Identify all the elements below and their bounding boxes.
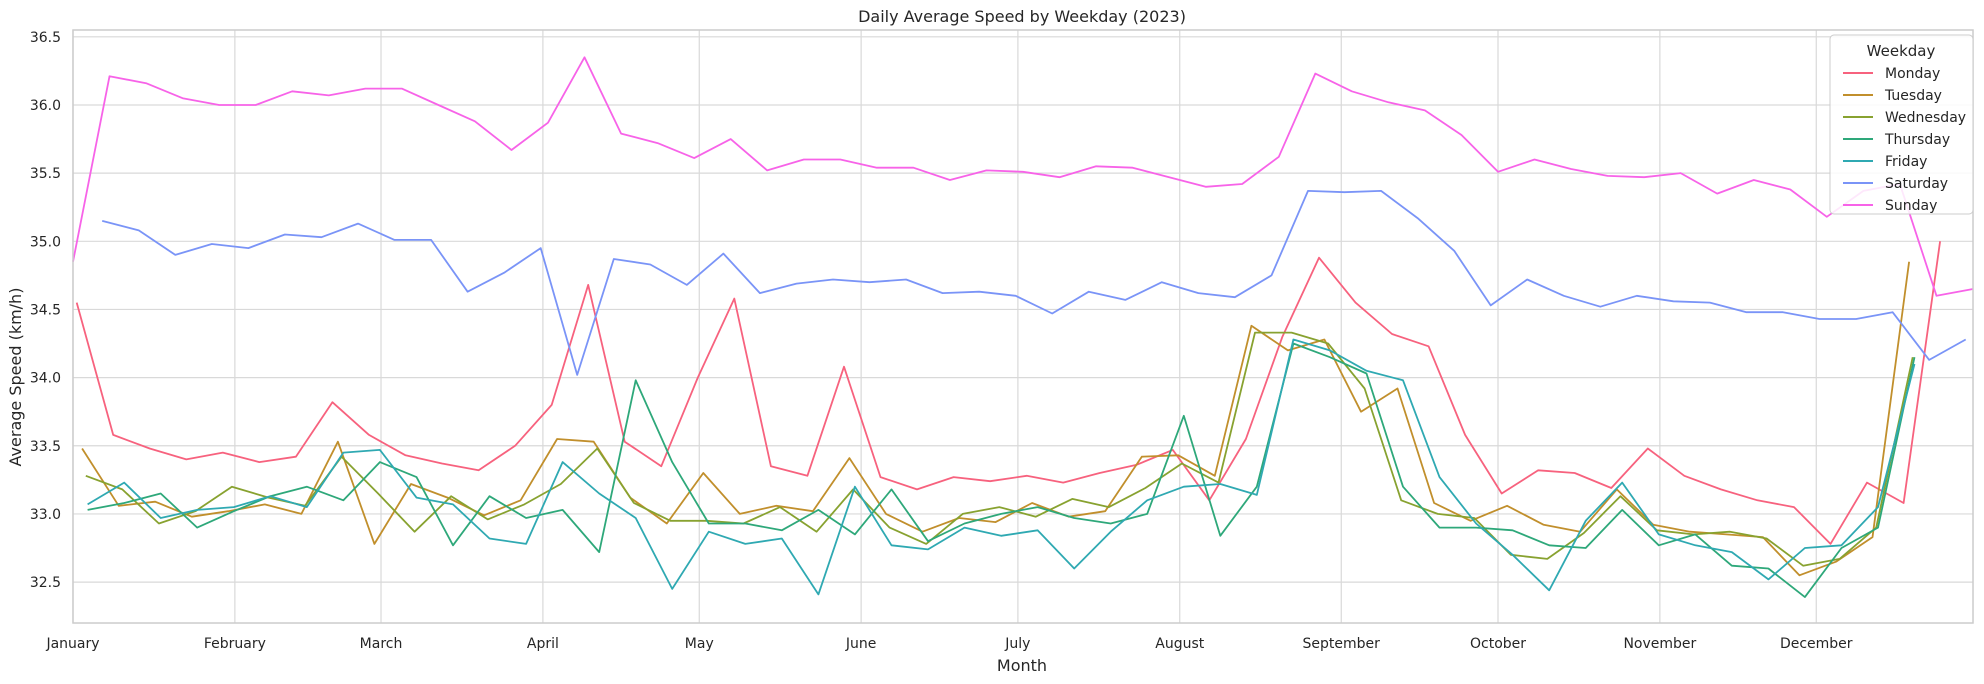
chart-title: Daily Average Speed by Weekday (2023) (858, 7, 1186, 26)
legend-items: Monday Tuesday Wednesday Thursday Friday Satu… (1843, 66, 1966, 214)
series-line-sunday (72, 56, 1974, 297)
x-tick-label: January (45, 636, 99, 652)
legend-label-monday: Monday (1885, 66, 1940, 82)
y-tick-label: 32.5 (30, 575, 61, 591)
x-tick-label: April (527, 636, 559, 652)
x-tick-label: November (1623, 636, 1696, 652)
series-line-thursday (87, 342, 1916, 598)
y-tick-label: 36.5 (30, 30, 61, 46)
plot-frame (72, 29, 1974, 624)
y-tick-label: 34.0 (30, 371, 61, 387)
x-tick-label: December (1780, 636, 1853, 652)
series-line-wednesday (85, 331, 1914, 567)
legend-label-tuesday: Tuesday (1884, 88, 1942, 104)
x-tick-label: August (1155, 636, 1205, 652)
legend-label-sunday: Sunday (1885, 198, 1937, 214)
y-tick-label: 35.0 (30, 234, 61, 250)
x-tick-label: September (1303, 636, 1381, 652)
legend: Weekday Monday Tuesday Wednesday Thursday Fr… (1829, 34, 1974, 215)
series-line-tuesday (81, 261, 1910, 577)
y-tick-label: 33.0 (30, 507, 61, 523)
y-tick-label: 35.5 (30, 166, 61, 182)
x-axis-label: Month (997, 656, 1047, 675)
legend-label-wednesday: Wednesday (1885, 110, 1966, 126)
grid (72, 30, 1973, 623)
y-tick-label: 33.5 (30, 439, 61, 455)
series-lines (72, 56, 1974, 598)
x-tick-label: February (204, 636, 266, 652)
legend-label-friday: Friday (1885, 154, 1927, 170)
x-tick-label: June (845, 636, 877, 652)
legend-box (1829, 34, 1974, 215)
y-tick-label: 34.5 (30, 302, 61, 318)
series-line-monday (75, 241, 1941, 545)
x-tick-label: July (1004, 636, 1030, 652)
y-axis-label: Average Speed (km/h) (6, 288, 25, 467)
legend-label-thursday: Thursday (1884, 132, 1950, 148)
legend-label-saturday: Saturday (1885, 176, 1948, 192)
x-tick-label: October (1470, 636, 1526, 652)
x-tick-label: March (360, 636, 403, 652)
legend-title: Weekday (1867, 42, 1936, 60)
x-tick-label: May (685, 636, 714, 652)
y-tick-labels: 32.5 33.0 33.5 34.0 34.5 35.0 35.5 36.0 36.5 (30, 30, 61, 591)
y-tick-label: 36.0 (30, 98, 61, 114)
series-line-friday (87, 338, 1916, 596)
x-tick-labels: January February March April May June July Augu… (45, 636, 1852, 652)
series-line-saturday (101, 189, 1967, 376)
